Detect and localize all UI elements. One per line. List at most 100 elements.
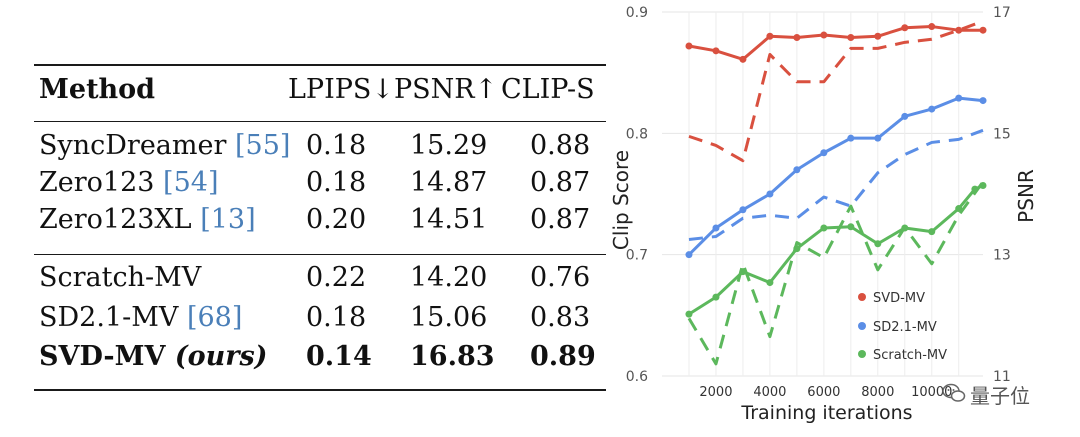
- method-name: Zero123XL: [39, 204, 192, 235]
- legend-marker-sd21-mv: [858, 322, 866, 330]
- clip-point-sd2-1-mv: [739, 206, 747, 214]
- citation-bracket: [: [163, 167, 174, 198]
- cell-clip: 0.87: [530, 167, 591, 198]
- cell-psnr: 15.29: [410, 130, 488, 161]
- clip-point-sd2-1-mv: [847, 134, 855, 142]
- table-bottom-rule: [34, 389, 606, 391]
- method-name: SVD-MV: [39, 341, 166, 372]
- y-tick-right: 11: [993, 369, 1011, 385]
- psnr-line-scratch-mv: [687, 180, 985, 366]
- cell-psnr: 16.83: [410, 341, 495, 372]
- citation-link[interactable]: [13]: [200, 204, 255, 235]
- clip-point-scratch-mv: [928, 228, 936, 236]
- chart-lines: [685, 19, 987, 366]
- table-header-row: Method LPIPS↓ PSNR↑ CLIP-S: [34, 74, 606, 112]
- legend-label: SVD-MV: [873, 291, 925, 306]
- x-axis-label: Training iterations: [740, 402, 912, 424]
- clip-line-svd-mv: [688, 25, 983, 61]
- clip-point-sd2-1-mv: [901, 112, 909, 120]
- clip-point-scratch-mv: [847, 223, 855, 231]
- table-row: SD2.1-MV [68] 0.18 15.06 0.83: [34, 302, 606, 340]
- x-tick: 6000: [807, 385, 840, 400]
- clip-point-svd-mv: [820, 31, 828, 39]
- clip-point-scratch-mv: [766, 279, 774, 287]
- cell-psnr: 15.06: [410, 302, 488, 333]
- chart-grid: [662, 11, 983, 377]
- header-method: Method: [39, 74, 156, 105]
- y-tick-right: 15: [993, 126, 1011, 142]
- header-clip: CLIP-S: [501, 74, 595, 105]
- cell-method: Scratch-MV: [39, 262, 202, 293]
- table-top-rule: [34, 64, 606, 66]
- cell-lpips: 0.18: [306, 167, 367, 198]
- cell-method: SyncDreamer [55]: [39, 130, 290, 161]
- method-name: SD2.1-MV: [39, 302, 179, 333]
- training-chart: 0.6 0.7 0.8 0.9 11 13 15 17 2000 4000 6000 8000 1000…: [609, 5, 1038, 424]
- cell-clip: 0.76: [530, 262, 591, 293]
- header-lpips: LPIPS↓: [288, 74, 395, 105]
- results-table: Method LPIPS↓ PSNR↑ CLIP-S SyncDreamer […: [34, 0, 606, 437]
- clip-point-svd-mv: [928, 23, 936, 31]
- citation-bracket: ]: [245, 204, 256, 235]
- clip-point-sd2-1-mv: [874, 134, 882, 142]
- y-tick-right: 13: [993, 248, 1011, 264]
- clip-point-sd2-1-mv: [712, 224, 720, 232]
- clip-point-svd-mv: [766, 32, 774, 40]
- header-psnr: PSNR↑: [394, 74, 498, 105]
- clip-point-svd-mv: [685, 42, 693, 50]
- clip-point-sd2-1-mv: [928, 105, 936, 113]
- citation-number: 55: [245, 130, 280, 161]
- table-row: SyncDreamer [55] 0.18 15.29 0.88: [34, 130, 606, 168]
- wechat-logo-icon: [942, 383, 966, 402]
- cell-clip: 0.89: [530, 341, 596, 372]
- clip-point-scratch-mv: [979, 182, 987, 190]
- cell-lpips: 0.22: [306, 262, 367, 293]
- cell-psnr: 14.51: [410, 204, 488, 235]
- clip-point-scratch-mv: [820, 224, 828, 232]
- clip-point-svd-mv: [874, 32, 882, 40]
- citation-link[interactable]: [55]: [235, 130, 290, 161]
- cell-lpips: 0.18: [306, 302, 367, 333]
- x-tick: 8000: [861, 385, 894, 400]
- clip-point-svd-mv: [955, 26, 963, 34]
- cell-method: SVD-MV (ours): [39, 341, 267, 372]
- legend-label: SD2.1-MV: [873, 320, 937, 335]
- clip-point-scratch-mv: [901, 224, 909, 232]
- x-tick: 10000: [911, 385, 952, 400]
- watermark: 量子位: [942, 379, 1062, 408]
- citation-bracket: ]: [231, 302, 243, 333]
- legend-label: Scratch-MV: [873, 348, 947, 363]
- citation-link[interactable]: [68]: [187, 302, 242, 333]
- y-axis-label-right: PSNR: [1014, 169, 1038, 223]
- clip-point-scratch-mv: [955, 205, 963, 213]
- citation-number: 54: [173, 167, 208, 198]
- citation-link[interactable]: [54]: [163, 167, 218, 198]
- watermark-text: 量子位: [970, 384, 1030, 408]
- clip-point-sd2-1-mv: [955, 94, 963, 102]
- cell-lpips: 0.14: [306, 341, 372, 372]
- cell-psnr: 14.20: [410, 262, 488, 293]
- cell-clip: 0.87: [530, 204, 591, 235]
- y-tick-right: 17: [993, 5, 1011, 21]
- y-tick-left: 0.8: [626, 126, 648, 142]
- x-tick: 4000: [753, 385, 786, 400]
- clip-point-svd-mv: [979, 26, 987, 34]
- clip-point-sd2-1-mv: [793, 166, 801, 174]
- ours-marker: (ours): [174, 341, 268, 372]
- x-tick: 2000: [699, 385, 732, 400]
- clip-point-svd-mv: [793, 33, 801, 41]
- cell-method: Zero123XL [13]: [39, 204, 256, 235]
- clip-line-sd2-1-mv: [687, 96, 984, 256]
- cell-clip: 0.83: [530, 302, 591, 333]
- y-tick-left: 0.6: [626, 369, 648, 385]
- psnr-line-svd-mv: [688, 19, 984, 163]
- table-row: Scratch-MV 0.22 14.20 0.76: [34, 262, 606, 300]
- citation-number: 68: [197, 302, 232, 333]
- citation-bracket: [: [186, 302, 198, 333]
- clip-point-scratch-mv: [793, 245, 801, 253]
- cell-lpips: 0.20: [306, 204, 367, 235]
- citation-bracket: [: [200, 204, 211, 235]
- y-tick-left: 0.7: [626, 248, 648, 264]
- clip-point-sd2-1-mv: [820, 149, 828, 157]
- clip-point-sd2-1-mv: [685, 251, 693, 259]
